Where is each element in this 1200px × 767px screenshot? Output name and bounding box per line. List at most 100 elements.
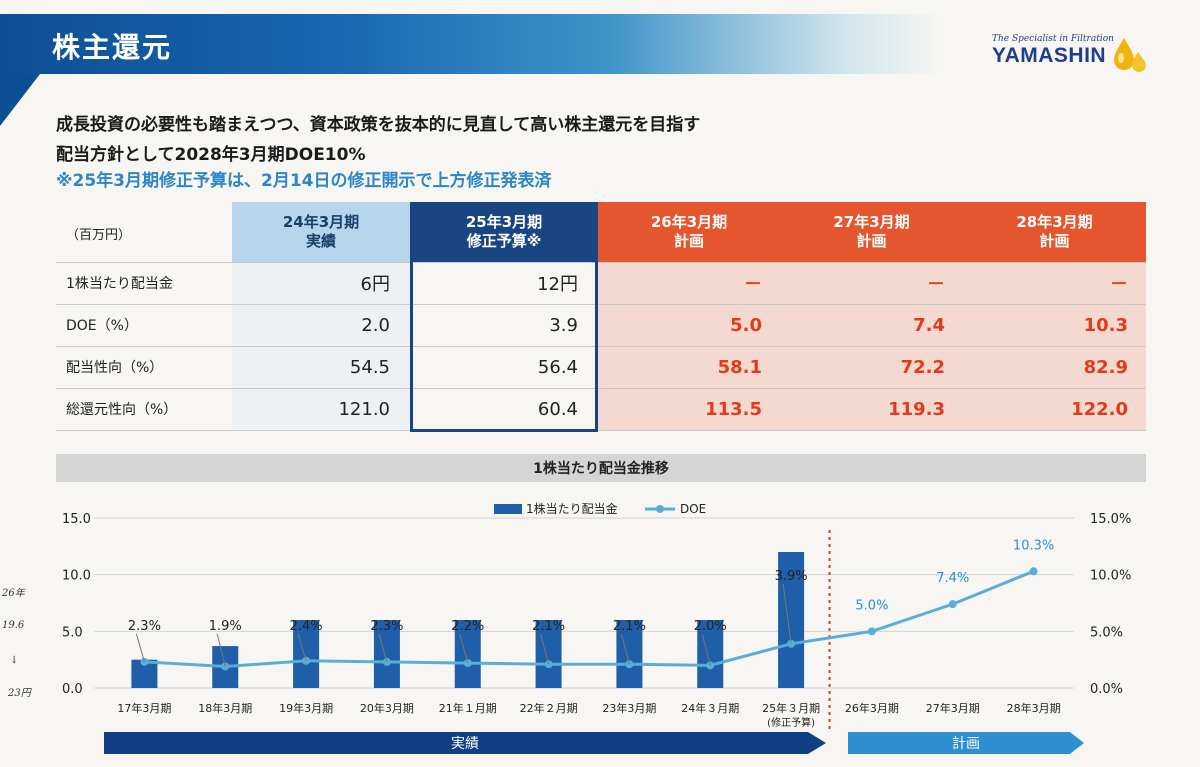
phase-actual-arrow: 実績 <box>104 732 826 754</box>
table-cell: 7.4 <box>913 314 945 336</box>
doe-data-label: 2.1% <box>532 619 565 634</box>
doe-data-label: 7.4% <box>936 571 969 586</box>
col-header-line2: 実績 <box>305 232 336 250</box>
left-tick-label: 10.0 <box>62 569 91 584</box>
unit-label: （百万円） <box>66 228 132 243</box>
doe-point <box>867 627 876 636</box>
doe-data-label: 2.4% <box>290 619 323 634</box>
lead-statement: 成長投資の必要性も踏まえつつ、資本政策を抜本的に見直して高い株主還元を目指す <box>56 115 701 135</box>
table-cell: 12円 <box>537 274 578 295</box>
doe-data-label: 2.0% <box>694 619 727 634</box>
table-cell: 2.0 <box>361 314 390 336</box>
x-tick-label: 28年3月期 <box>1007 701 1061 715</box>
legend-bar-swatch <box>494 504 522 514</box>
table-cell: 56.4 <box>537 356 578 378</box>
doe-leader-line <box>135 633 145 663</box>
right-tick-label: 0.0% <box>1090 682 1123 697</box>
col-header-line1: 24年3月期 <box>282 213 360 231</box>
row-label-doe: DOE（%） <box>66 318 138 334</box>
right-tick-label: 15.0% <box>1090 512 1131 527</box>
legend-bar-label: 1株当たり配当金 <box>526 501 618 516</box>
x-tick-label: 18年3月期 <box>198 701 252 715</box>
x-tick-label: 25年３月期 <box>762 701 820 715</box>
legend-line-marker <box>656 505 664 513</box>
table-cell: 5.0 <box>730 314 762 336</box>
chart-title: 1株当たり配当金推移 <box>56 454 1146 482</box>
col-header-line1: 28年3月期 <box>1016 213 1093 231</box>
table-cell: 3.9 <box>549 314 578 336</box>
logo-wordmark: YAMASHIN <box>992 44 1107 67</box>
handwritten-note: ↓ <box>10 655 19 666</box>
doe-point <box>1029 567 1038 576</box>
left-tick-label: 0.0 <box>62 682 83 697</box>
doe-leader-line <box>782 583 792 644</box>
right-tick-label: 5.0% <box>1090 625 1123 640</box>
doe-leader-line <box>459 633 469 664</box>
handwritten-note: 19.6 <box>2 620 25 631</box>
left-tick-label: 5.0 <box>62 625 83 640</box>
row-divider <box>56 304 1146 305</box>
table-cell: 121.0 <box>338 398 390 420</box>
revision-note: ※25年3月期修正予算は、2月14日の修正開示で上方修正発表済 <box>56 171 552 191</box>
doe-data-label: 2.2% <box>451 619 484 634</box>
table-cell: 6円 <box>360 274 390 295</box>
col-header-line1: 27年3月期 <box>833 213 910 231</box>
shareholder-return-table: （百万円） 24年3月期 実績 25年3月期 修正予算※ 26年3月期 計画 2… <box>56 202 1146 432</box>
doe-point <box>948 600 957 609</box>
dividend-policy: 配当方針として2028年3月期DOE10% <box>56 145 366 165</box>
table-cell: － <box>927 274 945 295</box>
doe-point <box>382 657 391 666</box>
x-tick-label: 24年３月期 <box>681 701 739 715</box>
x-tick-label: 27年3月期 <box>926 701 980 715</box>
dividend-bar <box>454 620 481 688</box>
col-header-fy27: 27年3月期 計画 <box>780 202 963 262</box>
dividend-bar <box>778 552 805 688</box>
col-header-line2: 修正予算※ <box>466 232 542 250</box>
col-header-line2: 計画 <box>856 232 887 250</box>
col-header-fy26: 26年3月期 計画 <box>598 202 780 262</box>
handwritten-note: 23円 <box>8 688 31 699</box>
table-cell: 82.9 <box>1083 356 1128 378</box>
doe-leader-line <box>620 633 630 665</box>
x-tick-label: 22年２月期 <box>520 701 578 715</box>
x-tick-label: 21年１月期 <box>439 701 497 715</box>
doe-point <box>625 660 634 669</box>
table-cell: 113.5 <box>705 398 762 420</box>
row-divider <box>56 430 1146 431</box>
col-header-line2: 計画 <box>1039 232 1070 250</box>
dividend-bar <box>697 620 724 688</box>
doe-data-label: 2.3% <box>128 619 161 634</box>
logo-tagline: The Specialist in Filtration <box>992 34 1114 44</box>
doe-leader-line <box>216 633 226 667</box>
legend-line-label: DOE <box>680 502 706 516</box>
col-header-line1: 25年3月期 <box>465 213 543 231</box>
col-header-line1: 26年3月期 <box>650 213 728 231</box>
handwritten-note: 26年 <box>2 588 25 599</box>
table-cell: 60.4 <box>537 398 578 420</box>
doe-data-label: 5.0% <box>855 598 888 613</box>
doe-point <box>140 657 149 666</box>
table-cell: 122.0 <box>1071 398 1128 420</box>
doe-point <box>221 662 230 671</box>
col-header-line2: 計画 <box>673 232 704 250</box>
col-header-fy25: 25年3月期 修正予算※ <box>410 202 598 262</box>
table-cell: 10.3 <box>1083 314 1128 336</box>
x-tick-label: 26年3月期 <box>845 701 899 715</box>
dividend-chart: 0.0 5.0 10.0 15.0 0.0% 5.0% 10.0% 15.0% 1株当たり配当金… <box>62 501 1131 730</box>
x-tick-sublabel: (修正予算) <box>767 716 815 729</box>
banner-corner-decoration <box>0 74 40 126</box>
table-cell: － <box>744 274 762 295</box>
table-cell: 72.2 <box>900 356 945 378</box>
dividend-bar <box>535 620 562 688</box>
x-tick-label: 20年3月期 <box>360 701 414 715</box>
row-label-total-return: 総還元性向（%） <box>66 402 178 418</box>
phase-plan-arrow: 計画 <box>848 732 1084 754</box>
doe-line <box>144 569 1035 668</box>
col-header-fy28: 28年3月期 計画 <box>963 202 1146 262</box>
left-tick-label: 15.0 <box>62 512 91 527</box>
doe-data-label: 2.3% <box>370 619 403 634</box>
header: 株主還元 The Specialist in Filtration YAMASH… <box>0 0 1200 126</box>
row-label-payout: 配当性向（%） <box>66 360 164 376</box>
doe-leader-line <box>297 633 307 661</box>
table-cell: 58.1 <box>717 356 762 378</box>
